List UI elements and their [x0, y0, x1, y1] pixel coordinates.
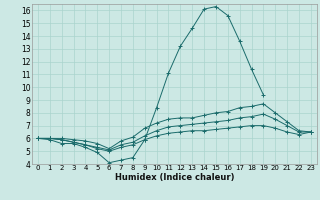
X-axis label: Humidex (Indice chaleur): Humidex (Indice chaleur)	[115, 173, 234, 182]
